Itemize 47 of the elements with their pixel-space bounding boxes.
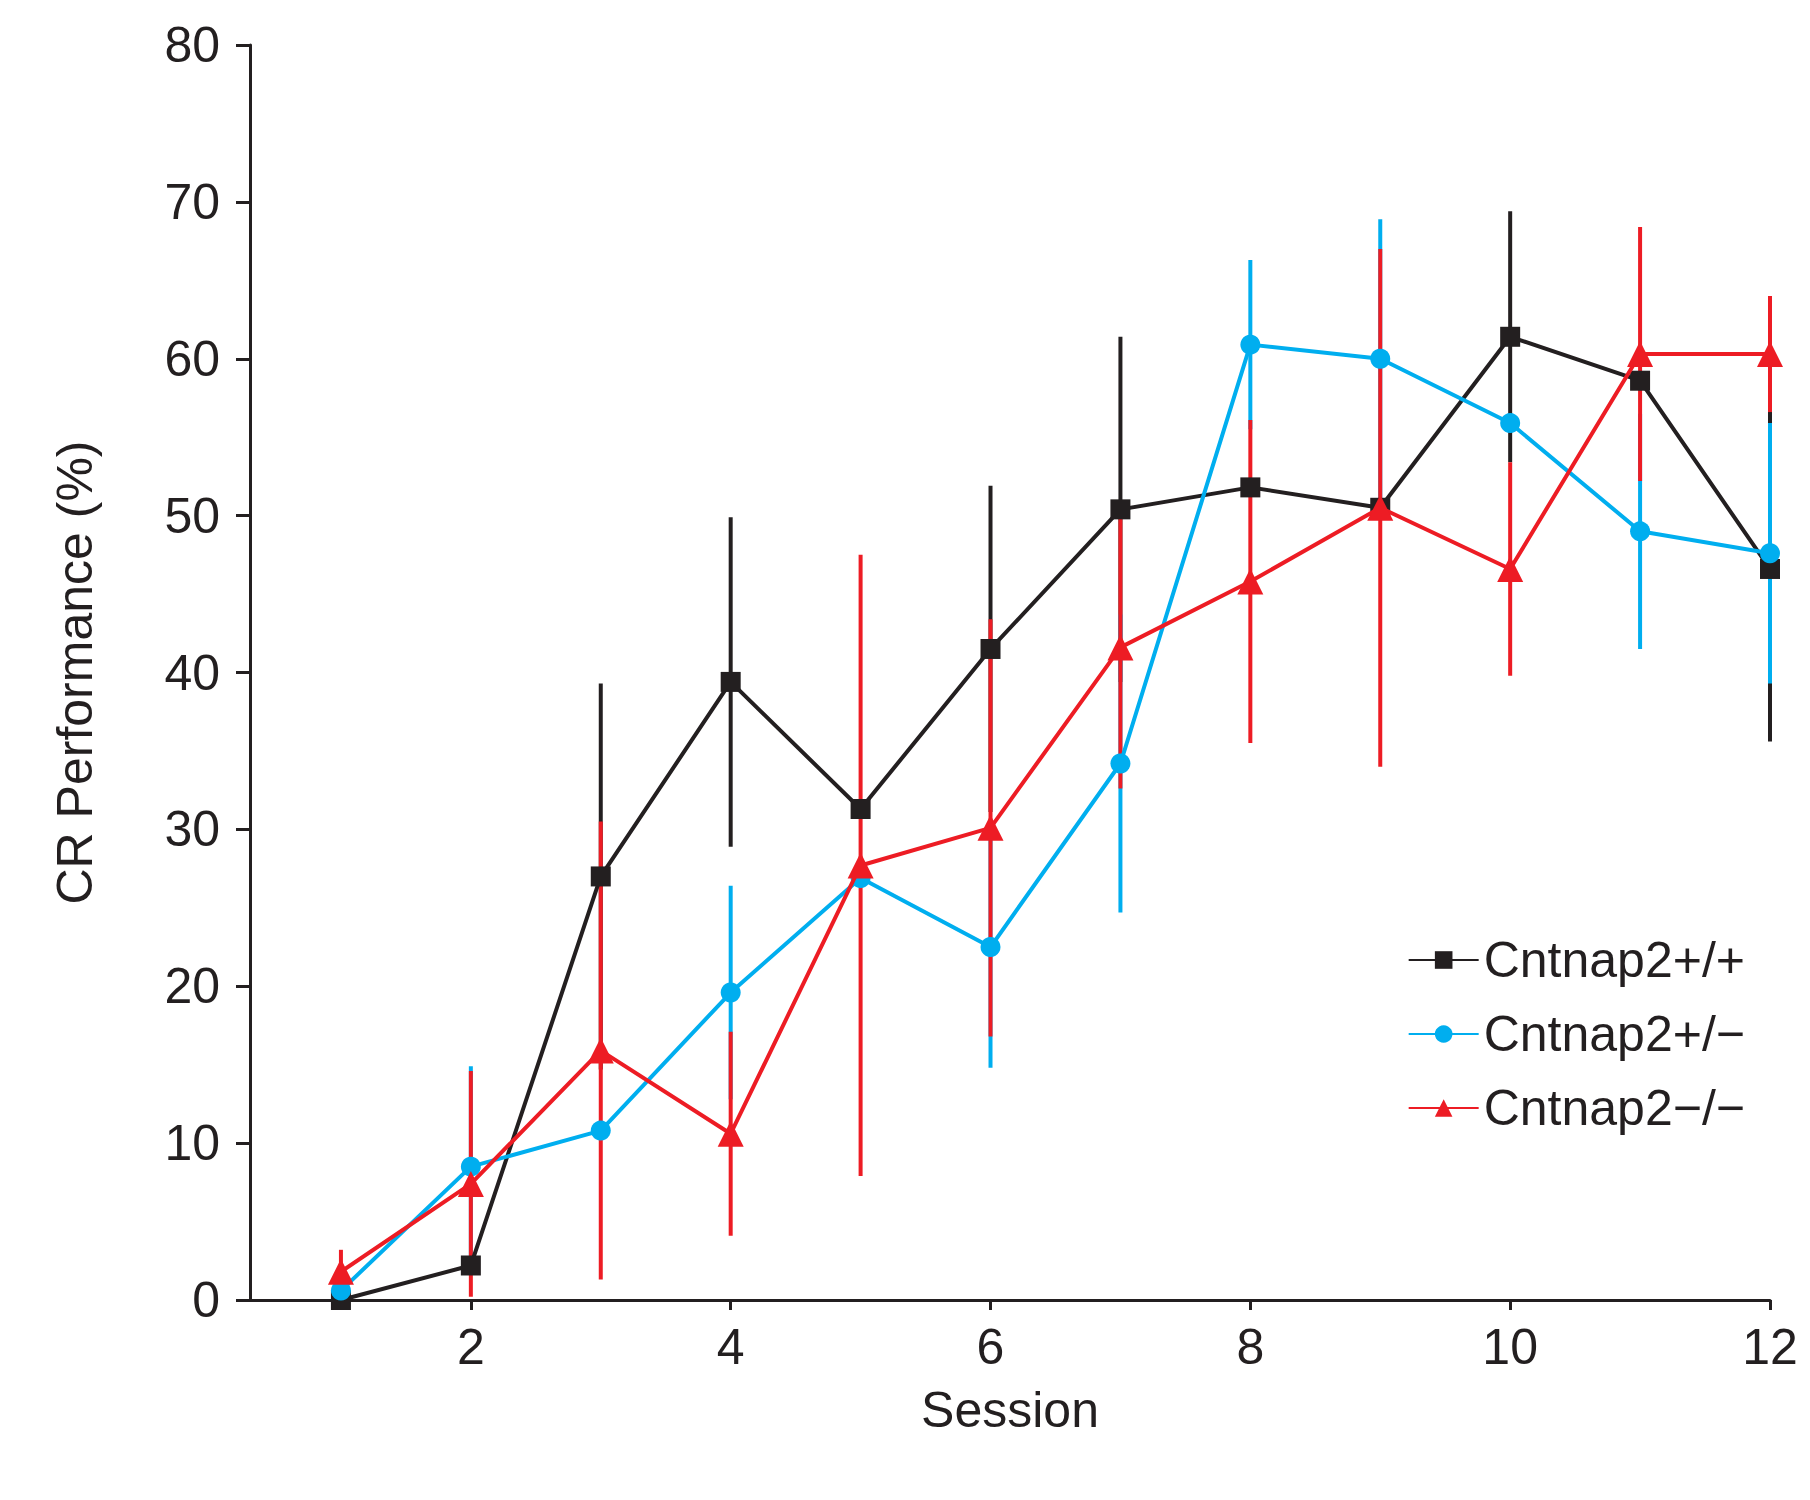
- y-tick-label: 30: [164, 801, 220, 858]
- y-tick-label: 10: [164, 1115, 220, 1172]
- point: [1240, 477, 1261, 498]
- x-tick-label: 6: [976, 1319, 1005, 1375]
- y-tick-label: 50: [164, 487, 220, 544]
- x-tick-label: 2: [456, 1319, 485, 1375]
- x-tick-label: 12: [1742, 1319, 1798, 1375]
- point: [460, 1156, 481, 1177]
- x-tick-label: 8: [1236, 1319, 1265, 1375]
- legend-label: Cntnap2+/−: [1483, 1006, 1745, 1062]
- y-tick-label: 60: [164, 330, 220, 387]
- y-tick-label: 0: [192, 1272, 220, 1328]
- point: [720, 982, 741, 1003]
- point: [1110, 753, 1131, 774]
- x-tick-label: 4: [716, 1319, 745, 1375]
- point: [1630, 370, 1651, 391]
- point: [1630, 521, 1651, 542]
- y-tick-label: 70: [164, 173, 220, 230]
- point: [590, 866, 611, 887]
- point: [720, 671, 741, 692]
- point: [1760, 543, 1780, 564]
- point: [457, 1170, 484, 1197]
- point: [1370, 348, 1391, 369]
- point: [1627, 341, 1654, 368]
- point: [980, 937, 1001, 958]
- y-tick-label: 80: [164, 17, 220, 73]
- legend-label: Cntnap2+/+: [1483, 932, 1745, 988]
- point: [850, 798, 871, 819]
- point: [1500, 413, 1521, 434]
- point: [1110, 499, 1131, 520]
- point: [1107, 634, 1134, 661]
- point: [1240, 334, 1261, 355]
- point: [1500, 326, 1521, 347]
- point: [847, 852, 874, 879]
- y-axis-title: CR Performance (%): [47, 440, 103, 905]
- point: [587, 1037, 614, 1064]
- y-tick-label: 40: [164, 644, 220, 701]
- point: [980, 638, 1001, 659]
- point: [590, 1120, 611, 1141]
- point: [460, 1255, 481, 1276]
- y-tick-label: 20: [164, 958, 220, 1015]
- point: [717, 1120, 744, 1147]
- point: [327, 1258, 354, 1285]
- point: [1237, 568, 1264, 595]
- legend-label: Cntnap2−/−: [1483, 1080, 1745, 1136]
- x-axis-title: Session: [921, 1382, 1099, 1438]
- x-tick-label: 10: [1482, 1319, 1538, 1375]
